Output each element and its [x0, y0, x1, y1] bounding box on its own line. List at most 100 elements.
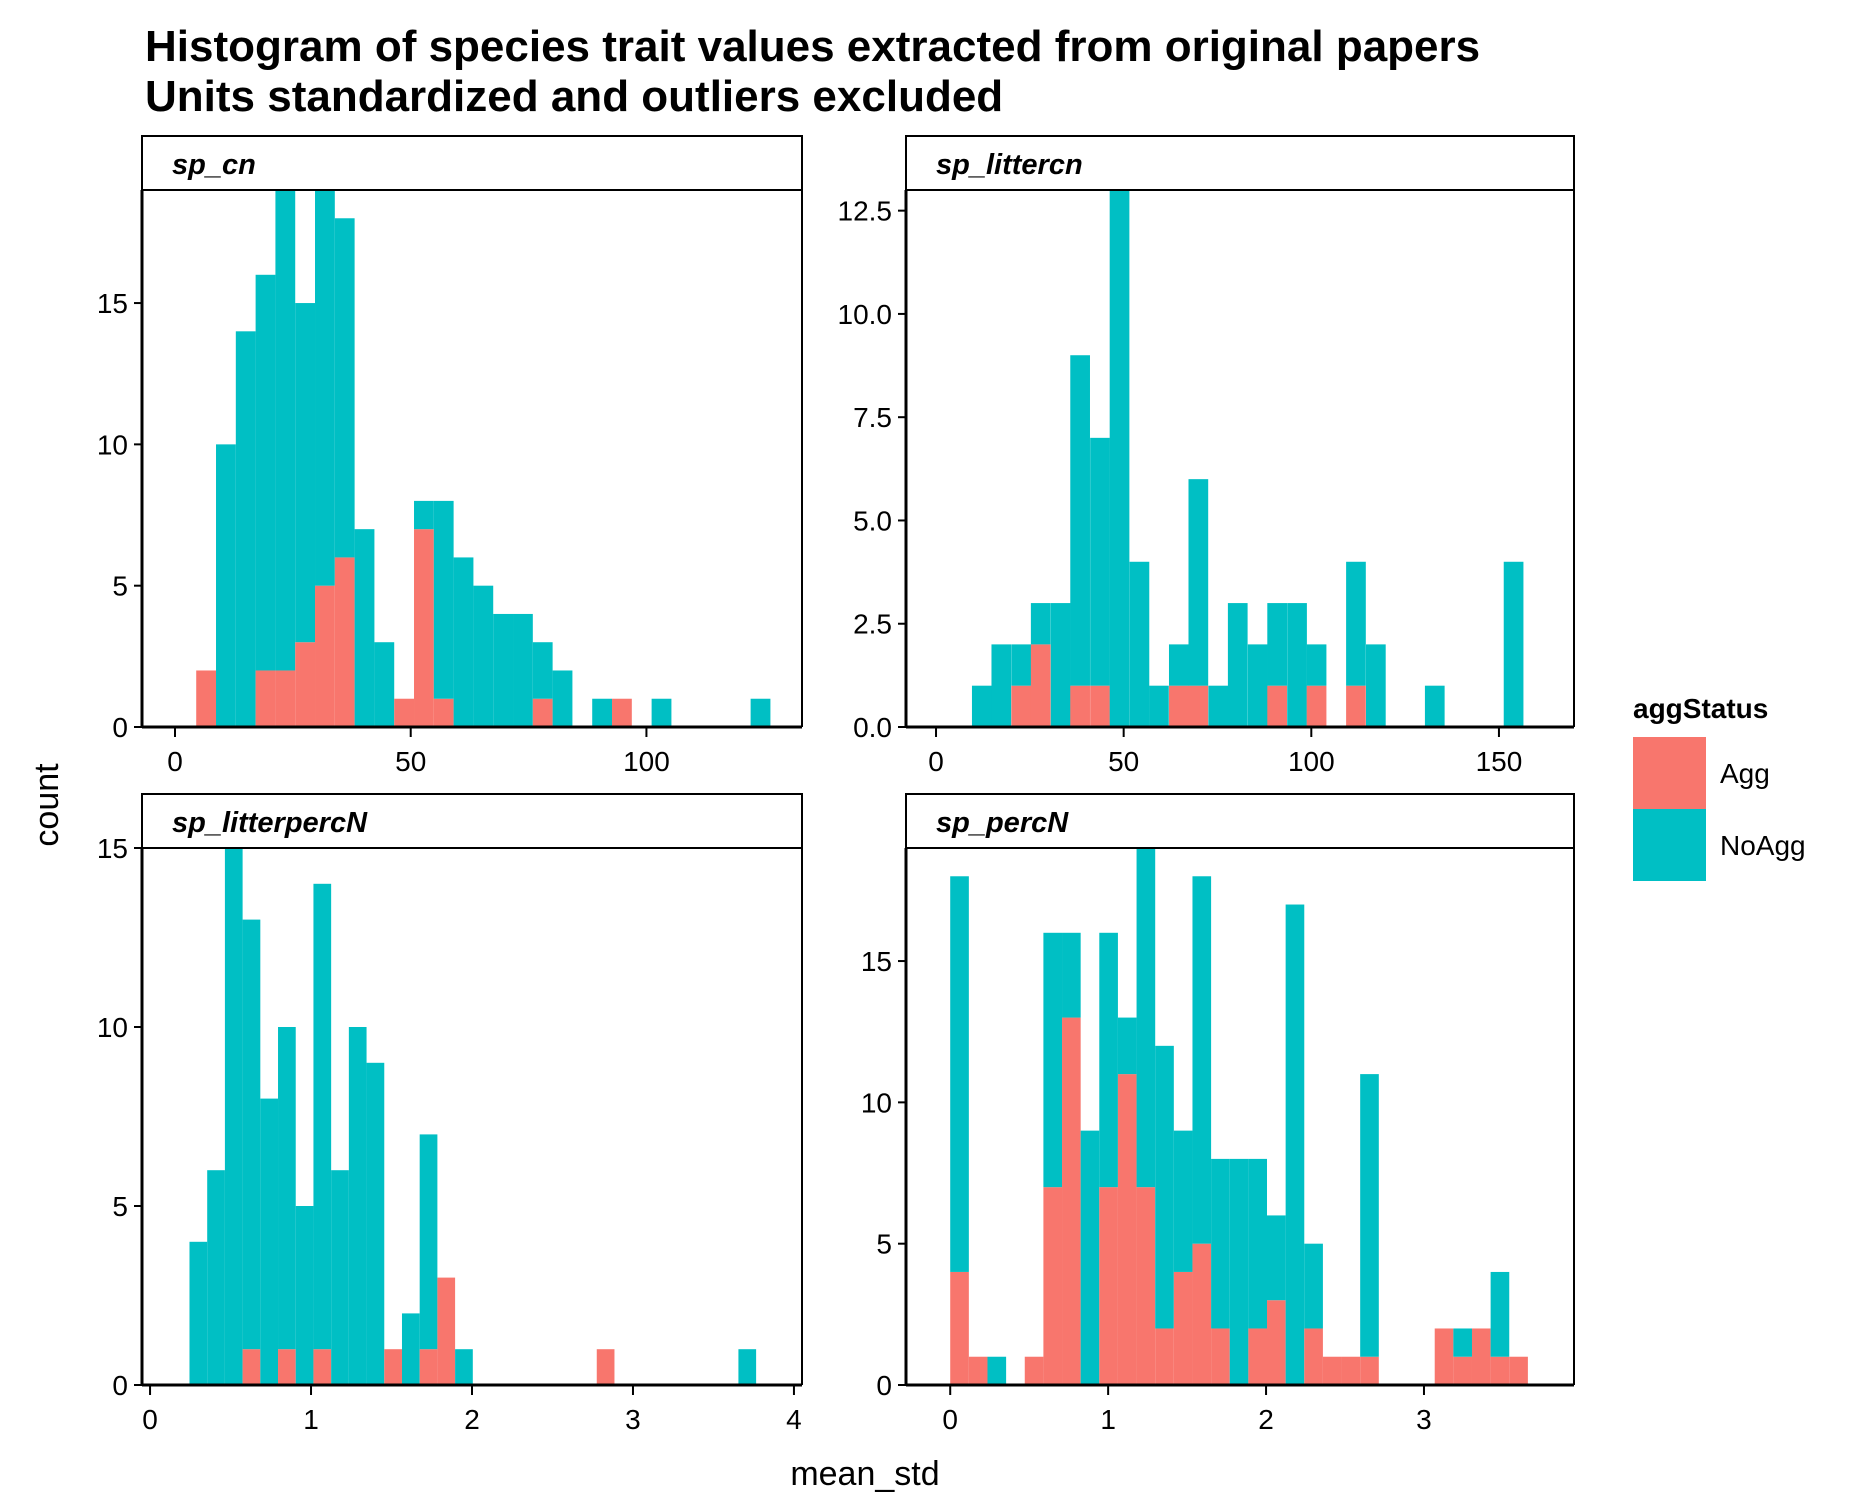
bar-noagg — [1490, 1271, 1510, 1357]
bar-noagg — [453, 557, 474, 727]
bar-agg — [1346, 685, 1366, 727]
strip-label: sp_litterpercN — [172, 807, 368, 839]
bar-agg — [1043, 1187, 1063, 1385]
bar-agg — [315, 585, 335, 727]
bar-noagg — [1267, 1215, 1286, 1301]
bar-noagg — [1346, 561, 1366, 686]
bar-agg — [414, 529, 434, 727]
bar-agg — [596, 1349, 615, 1385]
bar-noagg — [651, 698, 672, 727]
panel-sp_litterpercN: sp_litterpercN 0 5 10 15 0 1 2 3 4 — [97, 793, 803, 1435]
strip-box — [141, 793, 803, 849]
bar-noagg — [260, 1098, 279, 1385]
y-tick-label: 0 — [112, 1370, 128, 1401]
bar-agg — [1011, 685, 1032, 727]
bar-noagg — [750, 698, 771, 727]
y-tick-label: 15 — [97, 288, 128, 319]
bar-agg — [1090, 685, 1110, 727]
bar-noagg — [1070, 355, 1090, 686]
y-tick-label: 5 — [112, 571, 128, 602]
bar-agg — [437, 1277, 456, 1385]
x-axis-title: mean_std — [790, 1455, 939, 1493]
bar-agg — [1248, 1328, 1268, 1385]
bar-agg — [1490, 1356, 1510, 1385]
bar-agg — [295, 642, 316, 727]
bar-noagg — [532, 642, 553, 699]
bar-noagg — [433, 500, 454, 699]
bar-noagg — [1109, 190, 1130, 727]
bar-noagg — [313, 883, 332, 1350]
bar-noagg — [455, 1349, 473, 1385]
bar-noagg — [235, 331, 256, 727]
bar-agg — [394, 698, 415, 727]
bar-agg — [1136, 1187, 1156, 1385]
bar-agg — [1453, 1356, 1472, 1385]
bar-noagg — [278, 1027, 296, 1350]
bar-noagg — [1117, 1017, 1137, 1075]
bar-noagg — [401, 1313, 420, 1385]
bar-noagg — [1050, 603, 1071, 727]
bar-noagg — [354, 529, 375, 727]
bar-noagg — [991, 644, 1012, 727]
bar-noagg — [255, 274, 276, 671]
bar-noagg — [1062, 932, 1081, 1018]
bar-noagg — [331, 1170, 349, 1385]
bar-noagg — [1287, 603, 1307, 727]
bar-agg — [1341, 1356, 1361, 1385]
y-tick-label: 5.0 — [853, 505, 892, 536]
y-tick-label: 12.5 — [838, 196, 893, 227]
bar-noagg — [414, 500, 434, 530]
bar-agg — [1471, 1328, 1491, 1385]
bar-noagg — [1267, 603, 1288, 686]
bar-agg — [950, 1271, 969, 1385]
bar-agg — [1099, 1187, 1118, 1385]
y-tick-label: 2.5 — [853, 609, 892, 640]
bar-noagg — [1424, 685, 1445, 727]
bar-noagg — [1285, 904, 1305, 1385]
y-tick-label: 0 — [876, 1370, 892, 1401]
bar-noagg — [1030, 603, 1051, 645]
bar-agg — [278, 1349, 296, 1385]
x-tick-label: 0 — [142, 1404, 158, 1435]
bar-noagg — [348, 1027, 367, 1385]
bar-agg — [419, 1349, 438, 1385]
bar-noagg — [513, 613, 533, 727]
panel-sp_littercn: sp_littercn 0.0 2.5 5.0 7.5 10.0 12.5 0 50 100 150 — [838, 135, 1575, 777]
x-tick-label: 3 — [1416, 1404, 1432, 1435]
y-tick-label: 10 — [97, 1012, 128, 1043]
bar-noagg — [207, 1170, 225, 1385]
legend-swatch-agg — [1633, 737, 1706, 809]
bar-agg — [1070, 685, 1090, 727]
bar-noagg — [1173, 1130, 1193, 1272]
y-tick-label: 7.5 — [853, 402, 892, 433]
bar-noagg — [189, 1241, 208, 1385]
bar-agg — [1211, 1328, 1230, 1385]
x-tick-label: 0 — [942, 1404, 958, 1435]
bar-noagg — [1043, 932, 1063, 1188]
x-tick-label: 100 — [1288, 746, 1335, 777]
bar-agg — [1188, 685, 1209, 727]
bar-noagg — [1149, 685, 1169, 727]
bar-noagg — [366, 1062, 385, 1385]
bar-noagg — [334, 218, 355, 558]
bar-noagg — [1503, 561, 1524, 727]
bar-agg — [1267, 1300, 1286, 1385]
bar-noagg — [242, 919, 261, 1350]
y-tick-label: 15 — [97, 833, 128, 864]
bar-noagg — [295, 1206, 314, 1385]
bar-noagg — [1129, 561, 1150, 727]
bar-noagg — [1248, 1158, 1268, 1329]
bar-agg — [384, 1349, 402, 1385]
bar-agg — [1322, 1356, 1342, 1385]
bar-agg — [1306, 685, 1327, 727]
strip-label: sp_cn — [172, 149, 256, 181]
y-tick-label: 0 — [112, 712, 128, 743]
bar-noagg — [1366, 644, 1386, 727]
bar-agg — [1360, 1356, 1379, 1385]
bar-agg — [242, 1349, 261, 1385]
bar-agg — [433, 698, 454, 727]
bar-noagg — [592, 698, 613, 727]
bar-noagg — [1208, 685, 1229, 727]
y-tick-label: 0.0 — [853, 712, 892, 743]
